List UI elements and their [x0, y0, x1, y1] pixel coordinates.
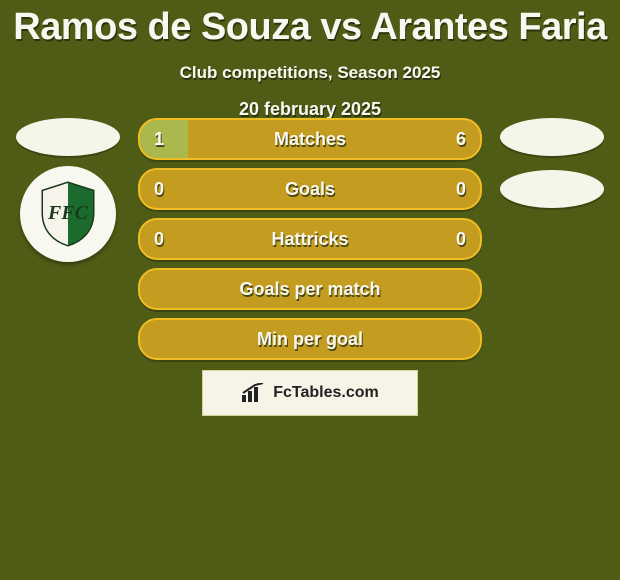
stat-label: Hattricks: [140, 220, 480, 258]
chart-icon: [241, 383, 267, 403]
avatar-right-1: [500, 118, 604, 156]
brand-box: FcTables.com: [202, 370, 418, 416]
stat-goals: 00Goals: [138, 168, 482, 210]
stat-label: Min per goal: [140, 320, 480, 358]
stat-matches: 16Matches: [138, 118, 482, 160]
stat-hattricks: 00Hattricks: [138, 218, 482, 260]
stat-label: Matches: [140, 120, 480, 158]
page-title: Ramos de Souza vs Arantes Faria: [0, 0, 620, 49]
avatar-left: [16, 118, 120, 156]
date-label: 20 february 2025: [0, 99, 620, 120]
stat-bars: 16Matches 00Goals 00Hattricks Goals per mat…: [138, 118, 482, 416]
player-left-column: FFC: [8, 118, 128, 262]
stat-label: Goals: [140, 170, 480, 208]
brand-text: FcTables.com: [273, 384, 379, 402]
player-right-column: [492, 118, 612, 218]
stat-goals-per-match: Goals per match: [138, 268, 482, 310]
shield-icon: FFC: [33, 179, 103, 249]
avatar-right-2: [500, 170, 604, 208]
stat-label: Goals per match: [140, 270, 480, 308]
stat-min-per-goal: Min per goal: [138, 318, 482, 360]
page-subtitle: Club competitions, Season 2025: [0, 63, 620, 83]
badge-letters: FFC: [47, 202, 89, 224]
club-badge-left: FFC: [20, 166, 116, 262]
